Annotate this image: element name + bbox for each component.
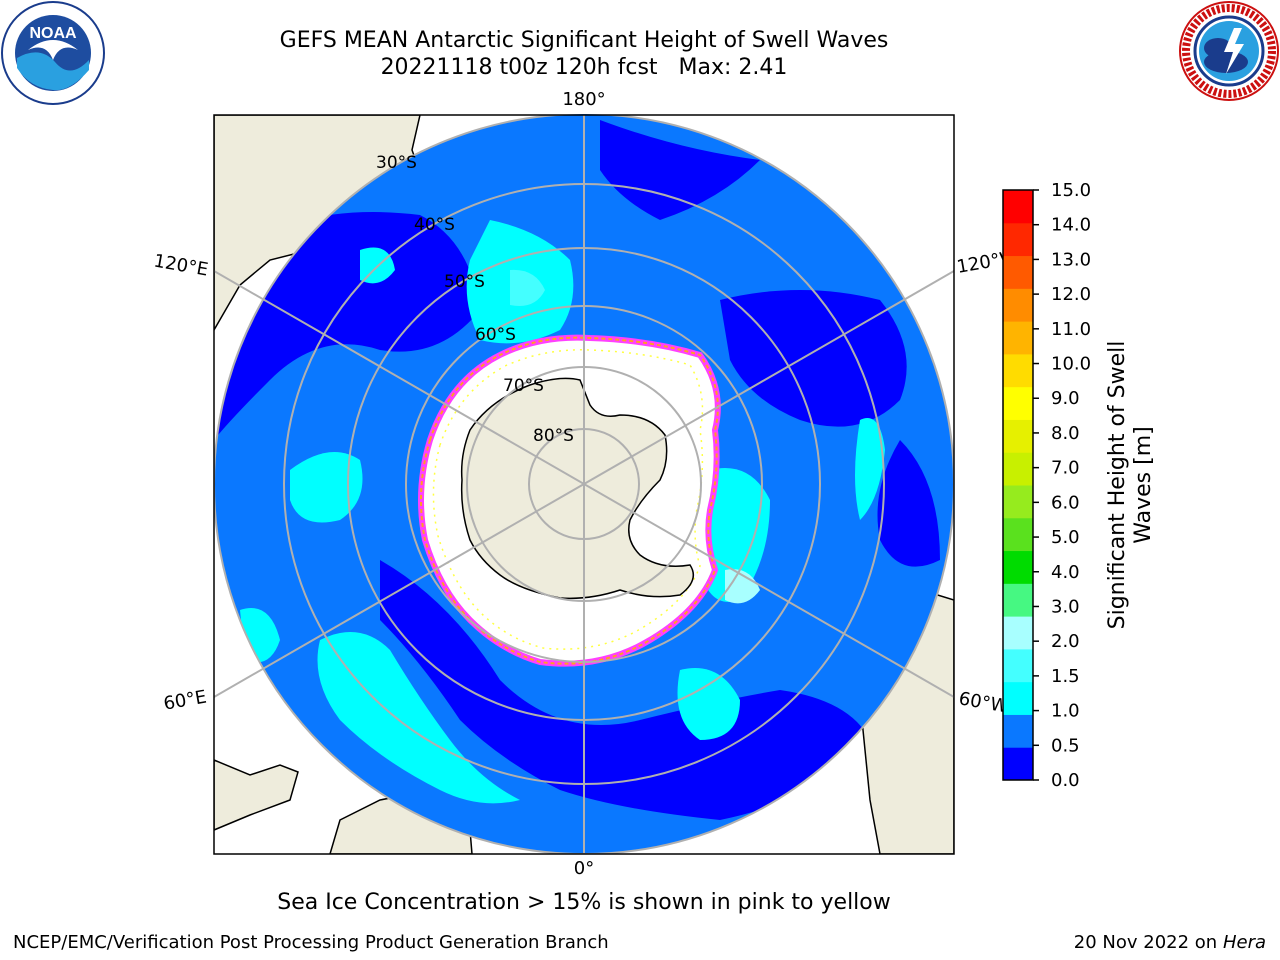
colorbar-tick-label: 11.0 xyxy=(1051,319,1091,340)
colorbar-swatch xyxy=(1003,353,1033,388)
lat-label-30s: 30°S xyxy=(376,153,417,173)
colorbar-tick-label: 3.0 xyxy=(1051,596,1080,617)
noaa-logo-icon: NOAA xyxy=(1,1,105,105)
colorbar-tick-label: 0.0 xyxy=(1051,770,1080,791)
national-weather-service-logo-icon xyxy=(1179,1,1279,101)
colorbar-tick-label: 9.0 xyxy=(1051,388,1080,409)
colorbar-tick-label: 1.0 xyxy=(1051,701,1080,722)
colorbar-tick-label: 10.0 xyxy=(1051,354,1091,375)
colorbar-swatch xyxy=(1003,747,1033,781)
colorbar-tick-label: 7.0 xyxy=(1051,458,1080,479)
colorbar-tick-label: 2.0 xyxy=(1051,631,1080,652)
colorbar-swatch xyxy=(1003,321,1033,355)
map-subtitle: 20221118 t00z 120h fcst Max: 2.41 xyxy=(180,54,988,81)
forecast-time: 20221118 t00z 120h fcst xyxy=(380,55,658,80)
colorbar-swatch xyxy=(1003,681,1033,715)
lon-label-0: 0° xyxy=(574,858,594,879)
colorbar-swatch xyxy=(1003,288,1033,322)
noaa-logo-text: NOAA xyxy=(29,25,77,42)
colorbar-swatch xyxy=(1003,583,1033,617)
footer-date: 20 Nov 2022 on Hera xyxy=(1074,932,1266,953)
colorbar-tick-label: 8.0 xyxy=(1051,423,1080,444)
footer-credit: NCEP/EMC/Verification Post Processing Pr… xyxy=(13,932,609,953)
colorbar-swatch xyxy=(1003,419,1033,453)
colorbar-tick-label: 12.0 xyxy=(1051,284,1091,305)
colorbar-tick-label: 5.0 xyxy=(1051,527,1080,548)
lon-label-180: 180° xyxy=(562,89,605,110)
colorbar-swatch xyxy=(1003,648,1033,683)
colorbar-swatch xyxy=(1003,517,1033,552)
colorbar-label-line1: Significant Height of Swell xyxy=(1105,341,1130,630)
colorbar-swatch xyxy=(1003,452,1033,486)
lat-label-40s: 40°S xyxy=(414,215,455,235)
footer-date-text: 20 Nov 2022 on xyxy=(1073,932,1218,953)
sea-ice-note: Sea Ice Concentration > 15% is shown in … xyxy=(277,890,891,915)
max-value: Max: 2.41 xyxy=(678,55,788,80)
colorbar-swatch xyxy=(1003,616,1033,650)
colorbar-swatch xyxy=(1003,386,1033,420)
colorbar-swatch xyxy=(1003,255,1033,289)
colorbar-swatch xyxy=(1003,714,1033,748)
colorbar-frame xyxy=(1002,189,1034,781)
colorbar-label-line2: Waves [m] xyxy=(1131,426,1156,543)
colorbar-tick-label: 0.5 xyxy=(1051,735,1080,756)
colorbar-swatches xyxy=(1003,190,1033,781)
colorbar-tick-label: 14.0 xyxy=(1051,215,1091,236)
meridian-60e-120w xyxy=(214,270,954,698)
colorbar-swatch xyxy=(1003,550,1033,584)
lat-label-60s: 60°S xyxy=(475,325,516,345)
colorbar-tick-label: 15.0 xyxy=(1051,180,1091,201)
lat-label-50s: 50°S xyxy=(444,272,485,292)
colorbar-tick-label: 6.0 xyxy=(1051,492,1080,513)
graticule xyxy=(214,115,954,854)
map-title: GEFS MEAN Antarctic Significant Height o… xyxy=(279,28,889,53)
colorbar-tick-label: 4.0 xyxy=(1051,562,1080,583)
colorbar-tick-label: 13.0 xyxy=(1051,249,1091,270)
map-frame xyxy=(213,114,955,855)
colorbar-swatch xyxy=(1003,222,1033,257)
colorbar-swatch xyxy=(1003,190,1033,224)
colorbar-swatch xyxy=(1003,485,1033,519)
lat-label-80s: 80°S xyxy=(533,426,574,446)
colorbar-tick-label: 1.5 xyxy=(1051,666,1080,687)
lat-label-70s: 70°S xyxy=(503,376,544,396)
footer-machine: Hera xyxy=(1222,932,1266,953)
